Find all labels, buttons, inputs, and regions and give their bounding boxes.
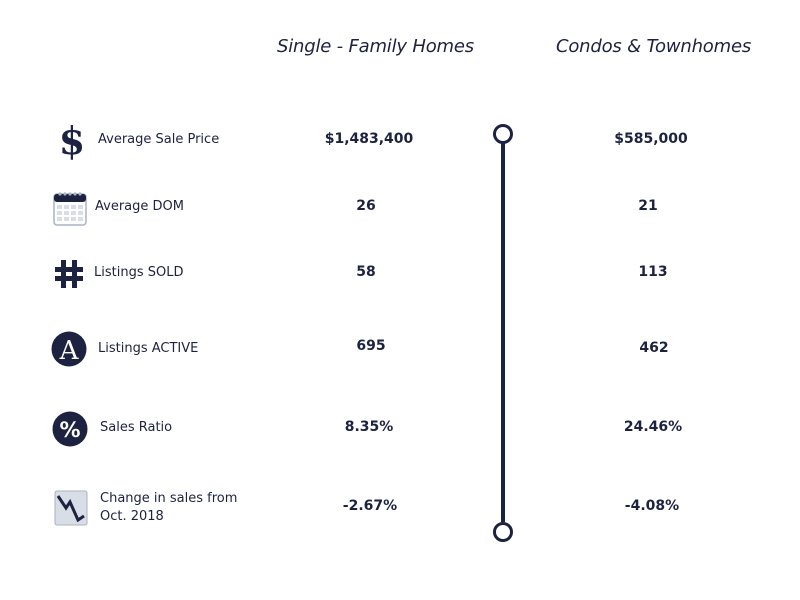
value-sf-change-in-sales: -2.67%: [342, 498, 398, 514]
value-ct-listings-sold: 113: [638, 264, 668, 280]
value-ct-average-sale-price: $585,000: [614, 131, 688, 147]
column-divider: [501, 142, 505, 522]
letter-a-icon: A: [51, 331, 87, 372]
dollar-icon: $: [58, 118, 86, 165]
row-label-average-dom: Average DOM: [95, 199, 184, 214]
row-label-sales-ratio: Sales Ratio: [100, 420, 173, 435]
value-ct-listings-active: 462: [639, 340, 669, 356]
calendar-icon: [53, 190, 87, 231]
row-label-change-in-sales-line2: Oct. 2018: [100, 509, 164, 524]
value-sf-average-sale-price: $1,483,400: [324, 131, 414, 147]
value-ct-change-in-sales: -4.08%: [624, 498, 680, 514]
svg-text:$: $: [59, 122, 85, 160]
value-ct-average-dom: 21: [638, 198, 658, 214]
svg-text:%: %: [59, 418, 80, 442]
divider-bottom-dot: [493, 522, 513, 542]
header-condos-townhomes: Condos & Townhomes: [556, 36, 752, 57]
value-sf-listings-active: 695: [356, 338, 386, 354]
svg-text:A: A: [59, 336, 80, 366]
declining-chart-icon: [54, 490, 88, 531]
value-ct-sales-ratio: 24.46%: [623, 419, 683, 435]
value-sf-average-dom: 26: [356, 198, 376, 214]
row-label-listings-active: Listings ACTIVE: [98, 341, 199, 356]
row-label-change-in-sales-line1: Change in sales from: [100, 491, 238, 506]
row-label-average-sale-price: Average Sale Price: [98, 132, 220, 147]
hash-icon: [54, 258, 84, 295]
row-label-listings-sold: Listings SOLD: [94, 265, 184, 280]
value-sf-sales-ratio: 8.35%: [344, 419, 394, 435]
divider-top-dot: [493, 124, 513, 144]
header-single-family: Single - Family Homes: [277, 36, 474, 57]
percent-icon: %: [52, 411, 88, 452]
value-sf-listings-sold: 58: [356, 264, 376, 280]
